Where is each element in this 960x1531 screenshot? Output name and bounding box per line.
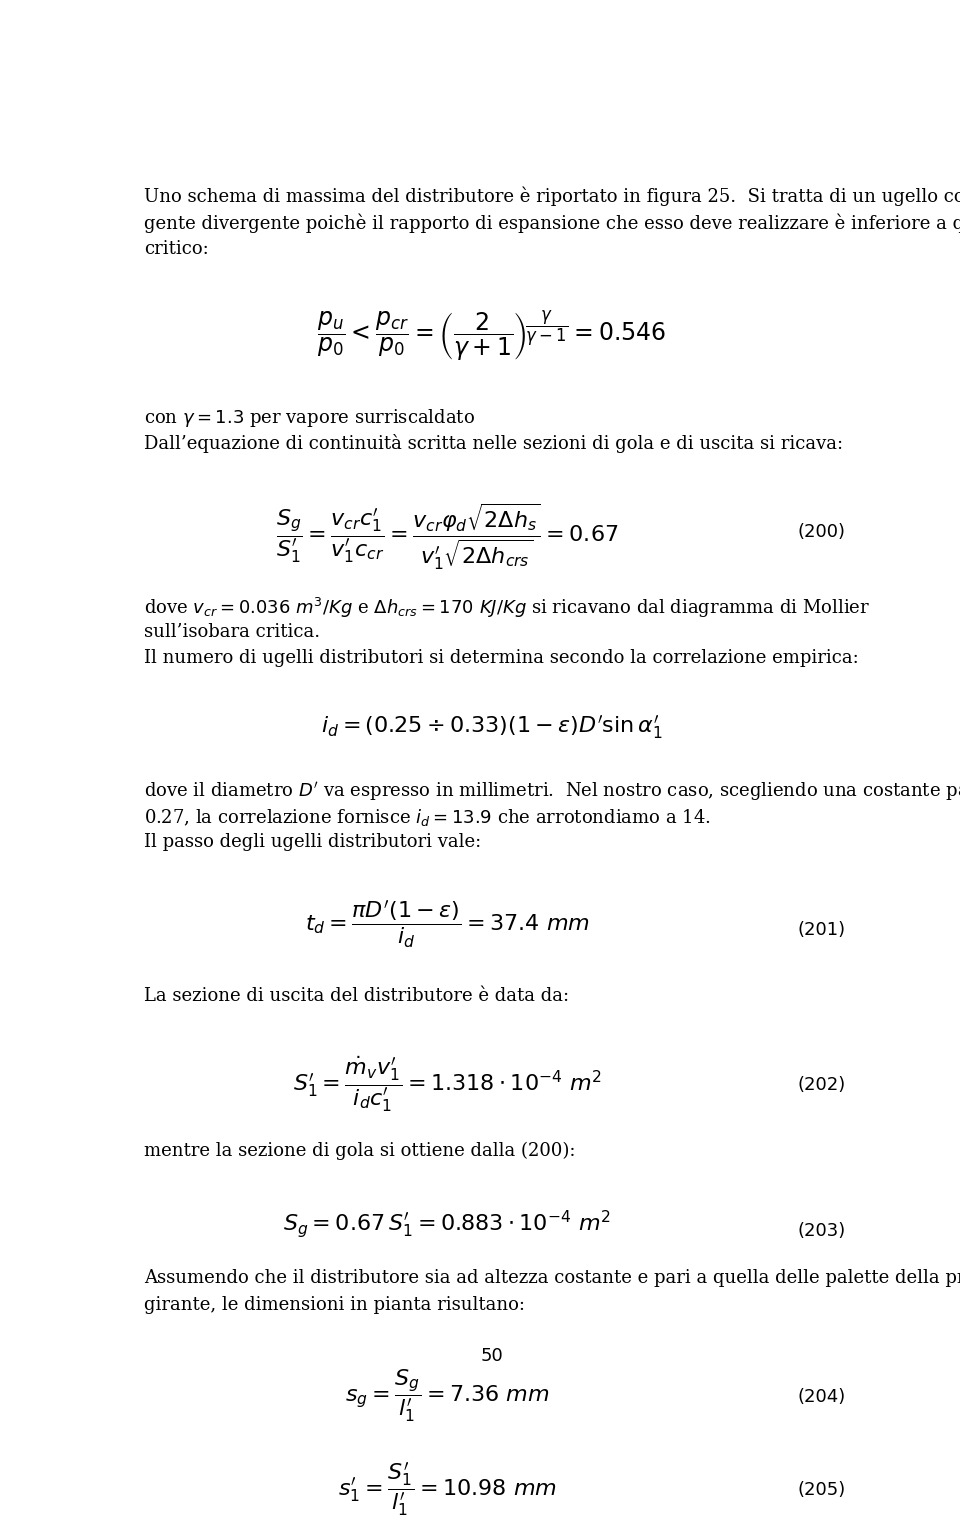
Text: (204): (204) (797, 1389, 846, 1405)
Text: (203): (203) (797, 1222, 846, 1240)
Text: La sezione di uscita del distributore è data da:: La sezione di uscita del distributore è … (144, 986, 569, 1004)
Text: (205): (205) (797, 1480, 846, 1499)
Text: $i_d = (0.25 \div 0.33)(1 - \varepsilon)D'\sin\alpha_1'$: $i_d = (0.25 \div 0.33)(1 - \varepsilon)… (322, 713, 662, 741)
Text: $\dfrac{p_u}{p_0} < \dfrac{p_{cr}}{p_0} = \left(\dfrac{2}{\gamma+1}\right)^{\!\d: $\dfrac{p_u}{p_0} < \dfrac{p_{cr}}{p_0} … (318, 308, 666, 363)
Text: gente divergente poichè il rapporto di espansione che esso deve realizzare è inf: gente divergente poichè il rapporto di e… (144, 213, 960, 233)
Text: girante, le dimensioni in pianta risultano:: girante, le dimensioni in pianta risulta… (144, 1295, 525, 1314)
Text: 0.27, la correlazione fornisce $i_d = 13.9$ che arrotondiamo a 14.: 0.27, la correlazione fornisce $i_d = 13… (144, 807, 710, 828)
Text: Uno schema di massima del distributore è riportato in figura 25.  Si tratta di u: Uno schema di massima del distributore è… (144, 187, 960, 207)
Text: mentre la sezione di gola si ottiene dalla (200):: mentre la sezione di gola si ottiene dal… (144, 1142, 575, 1160)
Text: $s_1' = \dfrac{S_1'}{l_1'} = 10.98\ \mathit{mm}$: $s_1' = \dfrac{S_1'}{l_1'} = 10.98\ \mat… (338, 1461, 557, 1517)
Text: dove $v_{cr} = 0.036\ m^3/Kg$ e $\Delta h_{crs} = 170\ KJ/Kg$ si ricavano dal di: dove $v_{cr} = 0.036\ m^3/Kg$ e $\Delta … (144, 596, 870, 620)
Text: critico:: critico: (144, 240, 208, 257)
Text: dove il diametro $D'$ va espresso in millimetri.  Nel nostro caso, scegliendo un: dove il diametro $D'$ va espresso in mil… (144, 781, 960, 804)
Text: Il passo degli ugelli distributori vale:: Il passo degli ugelli distributori vale: (144, 833, 481, 851)
Text: Il numero di ugelli distributori si determina secondo la correlazione empirica:: Il numero di ugelli distributori si dete… (144, 649, 858, 668)
Text: con $\gamma = 1.3$ per vapore surriscaldato: con $\gamma = 1.3$ per vapore surriscald… (144, 407, 475, 429)
Text: $\dfrac{S_g}{S_1^\prime} = \dfrac{v_{cr}c_1^\prime}{v_1^\prime c_{cr}} = \dfrac{: $\dfrac{S_g}{S_1^\prime} = \dfrac{v_{cr}… (276, 502, 618, 573)
Text: sull’isobara critica.: sull’isobara critica. (144, 623, 320, 641)
Text: 50: 50 (481, 1347, 503, 1366)
Text: (202): (202) (797, 1076, 846, 1095)
Text: $S_1' = \dfrac{\dot{m}_v v_1'}{i_d c_1'} = 1.318 \cdot 10^{-4}\ m^2$: $S_1' = \dfrac{\dot{m}_v v_1'}{i_d c_1'}… (293, 1055, 602, 1115)
Text: $t_d = \dfrac{\pi D'(1 - \varepsilon)}{i_d} = 37.4\ \mathit{mm}$: $t_d = \dfrac{\pi D'(1 - \varepsilon)}{i… (305, 899, 589, 951)
Text: $s_g = \dfrac{S_g}{l_1'} = 7.36\ \mathit{mm}$: $s_g = \dfrac{S_g}{l_1'} = 7.36\ \mathit… (345, 1367, 550, 1424)
Text: $S_g = 0.67\,S_1' = 0.883 \cdot 10^{-4}\ m^2$: $S_g = 0.67\,S_1' = 0.883 \cdot 10^{-4}\… (283, 1208, 612, 1240)
Text: (201): (201) (797, 920, 846, 939)
Text: (200): (200) (798, 524, 846, 542)
Text: Dall’equazione di continuità scritta nelle sezioni di gola e di uscita si ricava: Dall’equazione di continuità scritta nel… (144, 433, 843, 453)
Text: Assumendo che il distributore sia ad altezza costante e pari a quella delle pale: Assumendo che il distributore sia ad alt… (144, 1269, 960, 1288)
